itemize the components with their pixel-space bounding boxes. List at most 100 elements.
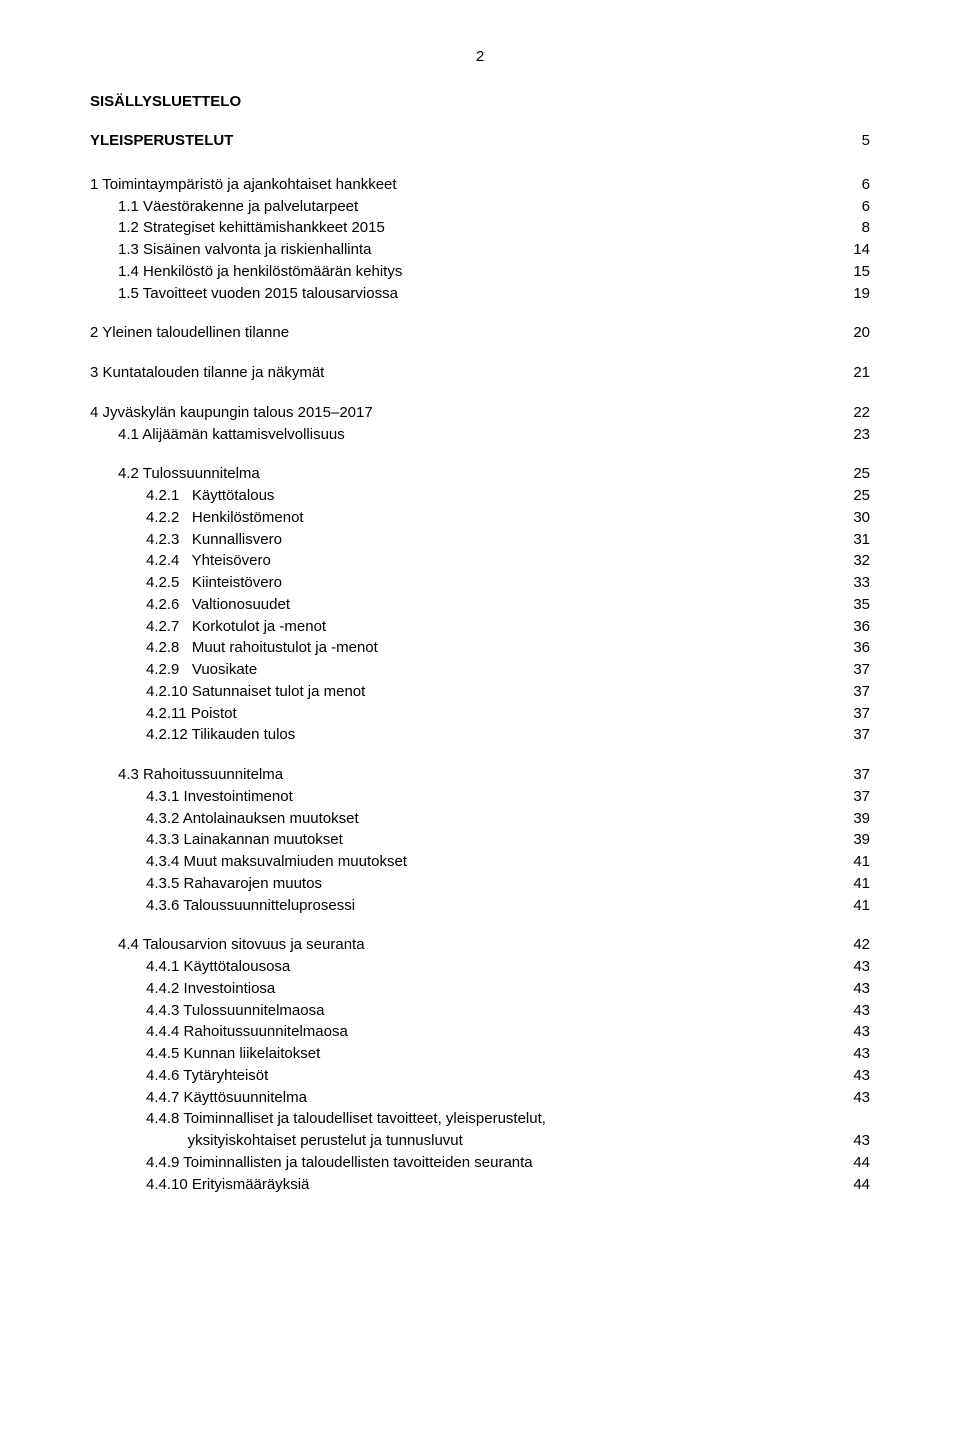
toc-entry-page: 6 xyxy=(850,196,870,218)
toc-entry: 4.2.6 Valtionosuudet 35 xyxy=(90,594,870,616)
toc-entry-page: 42 xyxy=(841,934,870,956)
toc-entry-label: 4.4 Talousarvion sitovuus ja seuranta xyxy=(118,934,365,956)
toc-entry-label: 1.4 Henkilöstö ja henkilöstömäärän kehit… xyxy=(118,261,402,283)
toc-entry: 4.3.4 Muut maksuvalmiuden muutokset 41 xyxy=(90,851,870,873)
toc-entry-page: 43 xyxy=(841,1130,870,1152)
toc-entry-label: 3 Kuntatalouden tilanne ja näkymät xyxy=(90,362,324,384)
toc-entry: 4.2.12 Tilikauden tulos37 xyxy=(90,724,870,746)
toc-entry-label: 4.2.12 Tilikauden tulos xyxy=(146,724,295,746)
toc-entry: 4.4.8 Toiminnalliset ja taloudelliset ta… xyxy=(90,1108,870,1130)
toc-entry: 1.5 Tavoitteet vuoden 2015 talousarvioss… xyxy=(90,283,870,305)
toc-entry-label: 4.4.9 Toiminnallisten ja taloudellisten … xyxy=(146,1152,533,1174)
toc-block: 3 Kuntatalouden tilanne ja näkymät 21 xyxy=(90,362,870,384)
toc-entry-label: 4.2.1 Käyttötalous xyxy=(146,485,274,507)
toc-entry: 4.1 Alijäämän kattamisvelvollisuus 23 xyxy=(90,424,870,446)
toc-entry-label: 1 Toimintaympäristö ja ajankohtaiset han… xyxy=(90,174,397,196)
toc-entry-label: 4.3.6 Taloussuunnitteluprosessi xyxy=(146,895,355,917)
toc-entry: 4.2.8 Muut rahoitustulot ja -menot36 xyxy=(90,637,870,659)
toc-entry-label: 4.2.3 Kunnallisvero xyxy=(146,529,282,551)
toc-entry-label: 1.2 Strategiset kehittämishankkeet 2015 xyxy=(118,217,385,239)
toc-entry: 1 Toimintaympäristö ja ajankohtaiset han… xyxy=(90,174,870,196)
toc-block: 2 Yleinen taloudellinen tilanne 20 xyxy=(90,322,870,344)
toc-entry-page: 36 xyxy=(841,637,870,659)
toc-entry-page: 8 xyxy=(850,217,870,239)
toc-entry-page: 25 xyxy=(841,463,870,485)
toc-entry-page: 41 xyxy=(841,873,870,895)
toc-entry-label: 4.3.2 Antolainauksen muutokset xyxy=(146,808,359,830)
toc-entry-page: 43 xyxy=(841,1043,870,1065)
toc-entry-label: 4.4.8 Toiminnalliset ja taloudelliset ta… xyxy=(146,1108,546,1130)
toc-entry-label: 1.5 Tavoitteet vuoden 2015 talousarvioss… xyxy=(118,283,398,305)
toc-entry: 1.3 Sisäinen valvonta ja riskienhallinta… xyxy=(90,239,870,261)
toc-entry: 4.3.2 Antolainauksen muutokset 39 xyxy=(90,808,870,830)
toc-entry-label: 4.2.11 Poistot xyxy=(146,703,237,725)
toc-block: 4.3 Rahoitussuunnitelma 37 4.3.1 Investoin… xyxy=(90,764,870,916)
toc-entry-page: 21 xyxy=(841,362,870,384)
toc-entry-label: 4.2.6 Valtionosuudet xyxy=(146,594,290,616)
section-heading-page: 5 xyxy=(850,130,870,156)
toc-entry-page: 32 xyxy=(841,550,870,572)
toc-entry-page: 37 xyxy=(841,786,870,808)
toc-entry-page xyxy=(858,1108,870,1130)
toc-block: 4.2 Tulossuunnitelma254.2.1 Käyttötalous… xyxy=(90,463,870,746)
toc-entry-page: 19 xyxy=(841,283,870,305)
toc-entry-label: 4.4.6 Tytäryhteisöt xyxy=(146,1065,268,1087)
toc-entry: 1.1 Väestörakenne ja palvelutarpeet6 xyxy=(90,196,870,218)
toc-entry: 4.2.10 Satunnaiset tulot ja menot 37 xyxy=(90,681,870,703)
toc-entry-page: 44 xyxy=(841,1174,870,1196)
toc-title: SISÄLLYSLUETTELO xyxy=(90,93,870,110)
toc-entry: 1.4 Henkilöstö ja henkilöstömäärän kehit… xyxy=(90,261,870,283)
toc-entry: 4.4.4 Rahoitussuunnitelmaosa43 xyxy=(90,1021,870,1043)
toc-entry: 4.2.4 Yhteisövero32 xyxy=(90,550,870,572)
toc-entry-page: 33 xyxy=(841,572,870,594)
toc-entry-page: 43 xyxy=(841,1000,870,1022)
toc-entry-page: 43 xyxy=(841,1065,870,1087)
toc-entry-page: 6 xyxy=(850,174,870,196)
toc-entry-label: 4 Jyväskylän kaupungin talous 2015–2017 xyxy=(90,402,373,424)
toc-entry-label: 4.1 Alijäämän kattamisvelvollisuus xyxy=(118,424,345,446)
toc-entry-label: 4.2.9 Vuosikate xyxy=(146,659,257,681)
toc-entry-label: 4.4.10 Erityismääräyksiä xyxy=(146,1174,309,1196)
toc-entry: 2 Yleinen taloudellinen tilanne 20 xyxy=(90,322,870,344)
toc-entry: 4 Jyväskylän kaupungin talous 2015–20172… xyxy=(90,402,870,424)
toc-block: 1 Toimintaympäristö ja ajankohtaiset han… xyxy=(90,174,870,305)
toc-entry-label: 4.3 Rahoitussuunnitelma xyxy=(118,764,283,786)
toc-entry-label: 2 Yleinen taloudellinen tilanne xyxy=(90,322,289,344)
toc-entry-label: 4.2.7 Korkotulot ja -menot xyxy=(146,616,326,638)
toc-entry-label: 4.3.4 Muut maksuvalmiuden muutokset xyxy=(146,851,407,873)
toc-entry: 3 Kuntatalouden tilanne ja näkymät 21 xyxy=(90,362,870,384)
toc-entry-page: 37 xyxy=(841,681,870,703)
toc-entry-page: 37 xyxy=(841,659,870,681)
toc-entry-page: 39 xyxy=(841,808,870,830)
section-heading: YLEISPERUSTELUT xyxy=(90,130,233,152)
toc-block: 4 Jyväskylän kaupungin talous 2015–2017 2… xyxy=(90,402,870,446)
toc-entry: 4.2.9 Vuosikate 37 xyxy=(90,659,870,681)
toc-entry-page: 20 xyxy=(841,322,870,344)
page-number: 2 xyxy=(90,48,870,65)
toc-entry: 4.2.11 Poistot 37 xyxy=(90,703,870,725)
toc-entry-page: 35 xyxy=(841,594,870,616)
toc-entry: 4.4.10 Erityismääräyksiä 44 xyxy=(90,1174,870,1196)
toc-entry-label: 4.4.3 Tulossuunnitelmaosa xyxy=(146,1000,324,1022)
toc-entry-label: 4.3.5 Rahavarojen muutos xyxy=(146,873,322,895)
toc-entry-label: 4.3.1 Investointimenot xyxy=(146,786,293,808)
toc-entry: 4.4.7 Käyttösuunnitelma43 xyxy=(90,1087,870,1109)
toc-entry: 4.4.3 Tulossuunnitelmaosa 43 xyxy=(90,1000,870,1022)
toc-entry-page: 37 xyxy=(841,703,870,725)
toc-entry-label: yksityiskohtaiset perustelut ja tunnuslu… xyxy=(146,1130,463,1152)
toc-entry: 1.2 Strategiset kehittämishankkeet 2015 8 xyxy=(90,217,870,239)
toc-entry: 4.4.9 Toiminnallisten ja taloudellisten … xyxy=(90,1152,870,1174)
toc-entry: 4.4.1 Käyttötalousosa43 xyxy=(90,956,870,978)
toc-entry-page: 41 xyxy=(841,851,870,873)
toc-entry-page: 36 xyxy=(841,616,870,638)
toc-entry-label: 4.2.10 Satunnaiset tulot ja menot xyxy=(146,681,365,703)
toc-entry-label: 4.4.7 Käyttösuunnitelma xyxy=(146,1087,307,1109)
toc-entry-label: 4.4.2 Investointiosa xyxy=(146,978,275,1000)
toc-entry-label: 4.2.5 Kiinteistövero xyxy=(146,572,282,594)
toc-entry-page: 23 xyxy=(841,424,870,446)
toc-container: 1 Toimintaympäristö ja ajankohtaiset han… xyxy=(90,174,870,1196)
toc-entry-page: 15 xyxy=(841,261,870,283)
toc-entry: 4.2.1 Käyttötalous25 xyxy=(90,485,870,507)
toc-entry: 4.2.7 Korkotulot ja -menot 36 xyxy=(90,616,870,638)
toc-entry-page: 37 xyxy=(841,764,870,786)
